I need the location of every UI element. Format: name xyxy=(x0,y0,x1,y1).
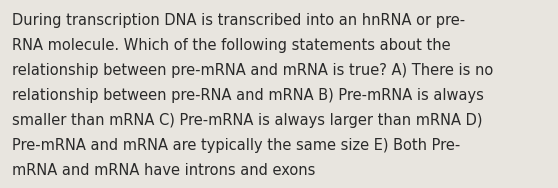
Text: smaller than mRNA C) Pre-mRNA is always larger than mRNA D): smaller than mRNA C) Pre-mRNA is always … xyxy=(12,113,483,128)
Text: mRNA and mRNA have introns and exons: mRNA and mRNA have introns and exons xyxy=(12,163,316,178)
Text: During transcription DNA is transcribed into an hnRNA or pre-: During transcription DNA is transcribed … xyxy=(12,13,465,28)
Text: relationship between pre-mRNA and mRNA is true? A) There is no: relationship between pre-mRNA and mRNA i… xyxy=(12,63,493,78)
Text: Pre-mRNA and mRNA are typically the same size E) Both Pre-: Pre-mRNA and mRNA are typically the same… xyxy=(12,138,460,153)
Text: RNA molecule. Which of the following statements about the: RNA molecule. Which of the following sta… xyxy=(12,38,451,53)
Text: relationship between pre-RNA and mRNA B) Pre-mRNA is always: relationship between pre-RNA and mRNA B)… xyxy=(12,88,484,103)
